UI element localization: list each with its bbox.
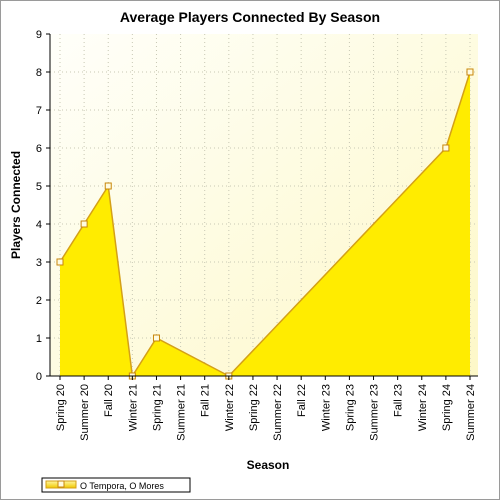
x-tick-label: Spring 23 (344, 384, 356, 431)
x-tick-label: Summer 23 (369, 384, 381, 441)
data-point-marker (466, 68, 474, 76)
x-tick-label: Summer 22 (272, 384, 284, 441)
x-tick-label: Spring 20 (55, 384, 67, 431)
x-tick-label: Spring 24 (441, 384, 453, 431)
x-tick-label: Spring 22 (248, 384, 260, 431)
data-point-marker (56, 258, 64, 266)
axes (49, 34, 478, 377)
x-tick-label: Winter 22 (224, 384, 236, 431)
series-area (60, 72, 470, 376)
data-point-marker (442, 144, 450, 152)
x-axis-label: Season (247, 458, 290, 472)
y-tick-label: 3 (36, 257, 42, 269)
x-tick-label: Fall 20 (103, 384, 115, 417)
legend-box (41, 477, 191, 493)
chart-title: Average Players Connected By Season (120, 9, 380, 25)
y-tick-label: 8 (36, 67, 42, 79)
x-tick-label: Fall 23 (393, 384, 405, 417)
legend-label: O Tempora, O Mores (80, 481, 164, 491)
x-tick-label: Winter 23 (320, 384, 332, 431)
y-tick-label: 7 (36, 105, 42, 117)
y-tick-label: 9 (36, 29, 42, 41)
data-point-marker (80, 220, 88, 228)
y-tick-label: 4 (36, 219, 42, 231)
y-tick-label: 0 (36, 371, 42, 383)
x-axis-ticks: Spring 20 Summer 20 Fall 20 Winter 21 Spring… (55, 376, 477, 441)
x-tick-label: Spring 21 (151, 384, 163, 431)
x-tick-label: Summer 24 (465, 384, 477, 441)
x-tick-label: Winter 24 (417, 384, 429, 431)
data-point-marker (104, 182, 112, 190)
y-tick-label: 5 (36, 181, 42, 193)
y-tick-label: 1 (36, 333, 42, 345)
legend-marker (57, 480, 65, 488)
x-tick-label: Summer 20 (79, 384, 91, 441)
legend: O Tempora, O Mores (41, 477, 191, 493)
data-point-marker (152, 334, 160, 342)
series-line (59, 71, 471, 379)
y-tick-label: 6 (36, 143, 42, 155)
y-tick-label: 2 (36, 295, 42, 307)
y-axis-label: Players Connected (9, 151, 23, 259)
x-tick-label: Winter 21 (127, 384, 139, 431)
x-tick-label: Fall 21 (200, 384, 212, 417)
x-tick-label: Fall 22 (296, 384, 308, 417)
y-axis-ticks: 0 1 2 3 4 5 6 7 8 9 (36, 29, 50, 383)
x-tick-label: Summer 21 (176, 384, 188, 441)
